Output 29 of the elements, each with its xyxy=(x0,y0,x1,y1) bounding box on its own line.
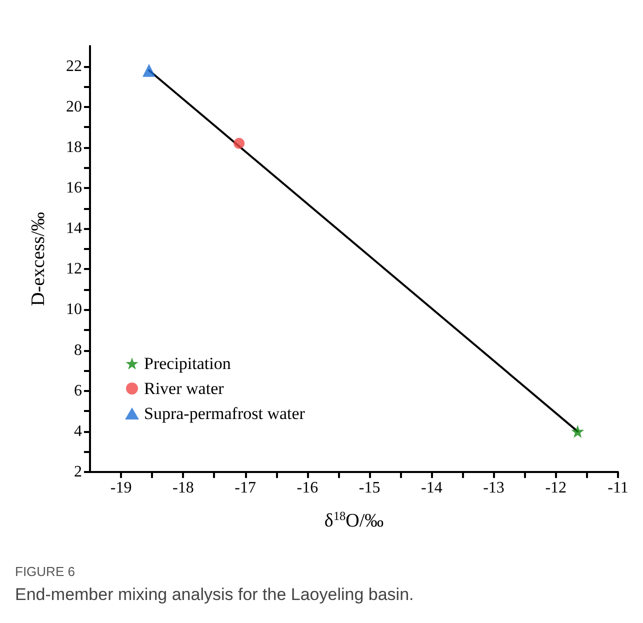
point xyxy=(234,138,245,149)
y-tick-label: 16 xyxy=(66,180,82,196)
legend-label: River water xyxy=(144,379,224,398)
x-tick-label: -19 xyxy=(110,480,132,496)
y-tick-label: 8 xyxy=(74,342,82,359)
caption: FIGURE 6 xyxy=(15,564,75,579)
x-tick-label: -14 xyxy=(420,480,442,496)
x-tick-label: -11 xyxy=(608,480,628,496)
x-tick-label: -13 xyxy=(483,480,504,496)
point xyxy=(571,424,584,438)
x-tick-label: -15 xyxy=(358,480,380,496)
y-tick-label: 4 xyxy=(74,422,82,440)
x-tick-label: -17 xyxy=(234,480,256,496)
y-tick-label: 22 xyxy=(66,58,82,75)
y-tick-label: 18 xyxy=(66,138,82,156)
y-axis-title: D-excess/‰ xyxy=(28,212,49,306)
y-tick-label: 2 xyxy=(74,464,82,480)
text: End-member mixing analysis for the Laoyeling basin. xyxy=(15,585,414,604)
y-tick-label: 14 xyxy=(66,220,82,238)
point xyxy=(142,64,156,77)
x-tick-label: -12 xyxy=(545,480,567,496)
y-tick-label: 20 xyxy=(66,98,82,116)
x-tick-label: -18 xyxy=(172,480,194,496)
y-tick-label: 6 xyxy=(74,382,82,400)
y-tick-label: 12 xyxy=(66,260,82,278)
x-tick-label: -16 xyxy=(296,480,318,496)
legend-label: Precipitation xyxy=(144,354,232,373)
y-tick-label: 10 xyxy=(66,301,82,318)
legend-label: Supra-permafrost water xyxy=(144,404,306,423)
